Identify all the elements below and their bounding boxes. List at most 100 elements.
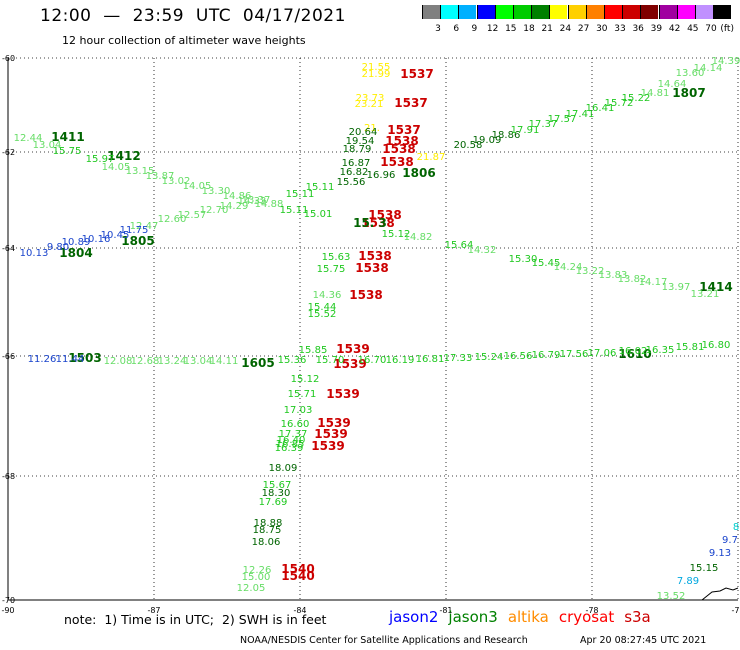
satellite-s3a: s3a — [624, 608, 651, 626]
wave-height-value: 15.75 — [317, 264, 346, 275]
wave-height-value: 12.70 — [200, 205, 229, 216]
wave-height-value: 17.37 — [529, 119, 558, 130]
longitude-label: -90 — [1, 606, 14, 615]
satellite-legend: jason2 jason3 altika cryosat s3a — [389, 608, 661, 626]
wave-height-value: 15.70 — [316, 355, 345, 366]
wave-height-value: 13.24 — [158, 356, 187, 367]
scale-label: 12 — [486, 24, 499, 34]
wave-height-value: 15.30 — [509, 254, 538, 265]
wave-height-value: 19.09 — [473, 135, 502, 146]
wave-height-value: 16.87 — [342, 158, 371, 169]
longitude-label: -81 — [439, 606, 452, 615]
wave-height-value: 15.81 — [676, 342, 705, 353]
pass-time-label: 1414 — [699, 280, 732, 294]
pass-time-label: 1538 — [368, 208, 401, 222]
pass-time-label: 1610 — [618, 347, 651, 361]
scale-swatch — [422, 5, 440, 19]
pass-time-label: 1807 — [672, 86, 705, 100]
scale-label: 27 — [577, 24, 590, 34]
scale-label: 30 — [596, 24, 608, 34]
wave-height-value: 14.17 — [639, 277, 668, 288]
pass-time-label: 1539 — [336, 342, 369, 356]
wave-height-value: 17.41 — [566, 109, 595, 120]
wave-height-value: 13.30 — [202, 186, 231, 197]
wave-height-value: 14.81 — [641, 88, 670, 99]
wave-height-value: 15.24 — [475, 352, 504, 363]
wave-height-value: 10.89 — [62, 237, 91, 248]
wave-height-value: 16.70 — [358, 355, 387, 366]
wave-height-value: 15.15 — [690, 563, 719, 574]
wave-height-value: 12.47 — [130, 221, 159, 232]
wave-height-value: 9.7 — [722, 535, 738, 546]
wave-height-value: 10.16 — [82, 234, 111, 245]
pass-time-label: 1538 — [385, 134, 418, 148]
scale-label: 15 — [505, 24, 517, 34]
scale-swatch — [585, 5, 604, 19]
wave-height-value: 18.09 — [269, 463, 298, 474]
scale-swatch — [658, 5, 677, 19]
wave-height-value: 12.08 — [104, 356, 133, 367]
wave-height-value: 15.11 — [306, 182, 335, 193]
scale-swatch — [531, 5, 550, 19]
wave-height-value: 12.57 — [178, 210, 207, 221]
wave-height-value: 14.82 — [404, 232, 433, 243]
coastline — [701, 587, 739, 601]
map-grid — [7, 57, 739, 601]
wave-height-value: 12.05 — [237, 583, 266, 594]
wave-height-value: 13.60 — [676, 68, 705, 79]
wave-height-value: 14.64 — [658, 79, 687, 90]
wave-height-value: 21.55 — [362, 62, 391, 73]
wave-height-value: 20.58 — [454, 140, 483, 151]
pass-time-label: 1539 — [314, 427, 347, 441]
wave-height-value: 13.37 — [242, 195, 271, 206]
pass-time-label: 1539 — [326, 387, 359, 401]
scale-swatch — [567, 5, 586, 19]
pass-time-label: 1538 — [382, 142, 415, 156]
scale-label: 21 — [541, 24, 553, 34]
satellite-altika: altika — [507, 608, 549, 626]
wave-height-value: 18.06 — [252, 537, 281, 548]
wave-height-value: 17.56 — [560, 349, 589, 360]
wave-height-value: 14.88 — [255, 199, 284, 210]
wave-height-value: 9.80 — [47, 242, 69, 253]
pass-time-label: 1538 — [355, 261, 388, 275]
wave-height-value: 16.79 — [532, 350, 561, 361]
pass-time-label: 1540 — [281, 562, 314, 576]
pass-time-label: 1539 — [311, 439, 344, 453]
latitude-label: -60 — [2, 54, 15, 63]
wave-height-value: 16.82 — [340, 167, 369, 178]
wave-height-value: 18.75 — [253, 525, 282, 536]
wave-height-value: 15.63 — [322, 252, 351, 263]
wave-height-value: 16.80 — [702, 340, 731, 351]
wave-height-value: 14.32 — [468, 245, 497, 256]
wave-height-value: 14.36 — [313, 290, 342, 301]
scale-swatch — [676, 5, 695, 19]
latitude-label: -62 — [2, 148, 15, 157]
wave-height-value: 14.05 — [102, 162, 131, 173]
scale-swatch — [494, 5, 513, 19]
wave-height-value: 13.97 — [662, 282, 691, 293]
pass-time-label: 1537 — [394, 96, 427, 110]
wave-height-value: 14.14 — [694, 63, 723, 74]
pass-time-label: 1411 — [51, 130, 84, 144]
wave-height-value: 15.00 — [242, 572, 271, 583]
wave-height-value: 15.12 — [291, 374, 320, 385]
wave-height-value: 13.83 — [599, 270, 628, 281]
wave-height-value: 14.86 — [223, 191, 252, 202]
pass-time-label: 1540 — [281, 569, 314, 583]
wave-height-value: 21. — [364, 123, 380, 134]
pass-time-label: 1806 — [402, 166, 435, 180]
wave-height-value: 15.85 — [299, 345, 328, 356]
longitude-label: -84 — [293, 606, 306, 615]
wave-height-value: 17.06 — [588, 348, 617, 359]
pass-time-label: 1539 — [317, 416, 350, 430]
scale-label: 18 — [523, 24, 535, 34]
wave-height-value: 15.71 — [288, 389, 317, 400]
wave-height-value: 7.89 — [677, 576, 699, 587]
scale-label: 39 — [650, 24, 663, 34]
scale-label: 6 — [453, 24, 460, 34]
pass-time-label: 1539 — [333, 357, 366, 371]
wave-height-value: 21.87 — [417, 152, 446, 163]
pass-time-label: 1503 — [68, 351, 101, 365]
